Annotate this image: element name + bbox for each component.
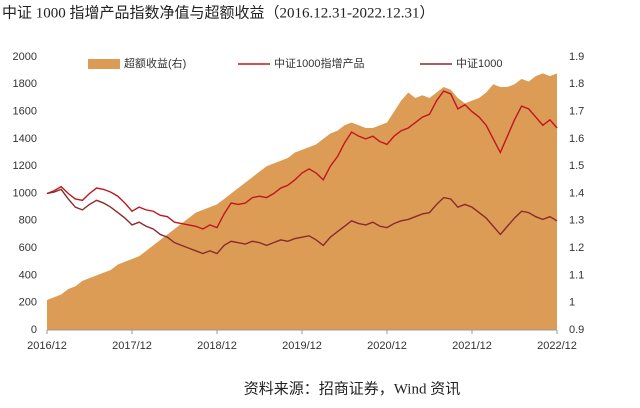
area — [47, 73, 557, 330]
legend-label: 超额收益(右) — [124, 56, 186, 70]
x-tick-label: 2018/12 — [197, 340, 237, 352]
x-tick-label: 2020/12 — [367, 340, 407, 352]
y-tick-label: 200 — [19, 297, 37, 309]
y2-tick-label: 1.4 — [569, 187, 584, 199]
line — [46, 90, 558, 230]
y-tick-label: 1200 — [13, 160, 37, 172]
x-tick-label: 2022/12 — [537, 340, 577, 352]
y-tick-label: 1800 — [13, 78, 37, 90]
line — [46, 188, 558, 255]
x-tick-label: 2021/12 — [452, 340, 492, 352]
y-tick-label: 1600 — [13, 106, 37, 118]
legend-label: 中证1000指增产品 — [274, 56, 364, 70]
y-tick-label: 600 — [19, 242, 37, 254]
y-tick-label: 1400 — [13, 133, 37, 145]
y-tick-label: 2000 — [13, 51, 37, 63]
y-tick-label: 800 — [19, 215, 37, 227]
x-tick-label: 2017/12 — [112, 340, 152, 352]
legend-swatch — [88, 59, 120, 69]
chart-title: 中证 1000 指增产品指数净值与超额收益（2016.12.31-2022.12… — [2, 4, 435, 21]
y2-tick-label: 1.7 — [569, 106, 584, 118]
y2-tick-label: 1.1 — [569, 269, 584, 281]
y-tick-label: 0 — [31, 324, 37, 336]
y2-tick-label: 0.9 — [569, 324, 584, 336]
y-tick-label: 1000 — [13, 187, 37, 199]
legend-label: 中证1000 — [456, 57, 502, 70]
y2-tick-label: 1.9 — [569, 51, 584, 63]
x-tick-label: 2019/12 — [282, 340, 322, 352]
x-tick-label: 2016/12 — [27, 340, 67, 352]
y2-tick-label: 1.6 — [569, 133, 584, 145]
y2-tick-label: 1.5 — [569, 160, 584, 172]
y-tick-label: 400 — [19, 269, 37, 281]
y2-tick-label: 1.3 — [569, 215, 584, 227]
source-note: 资料来源：招商证券，Wind 资讯 — [244, 380, 460, 397]
y2-tick-label: 1 — [569, 297, 575, 309]
y2-tick-label: 1.2 — [569, 242, 584, 254]
y2-tick-label: 1.8 — [569, 78, 584, 90]
